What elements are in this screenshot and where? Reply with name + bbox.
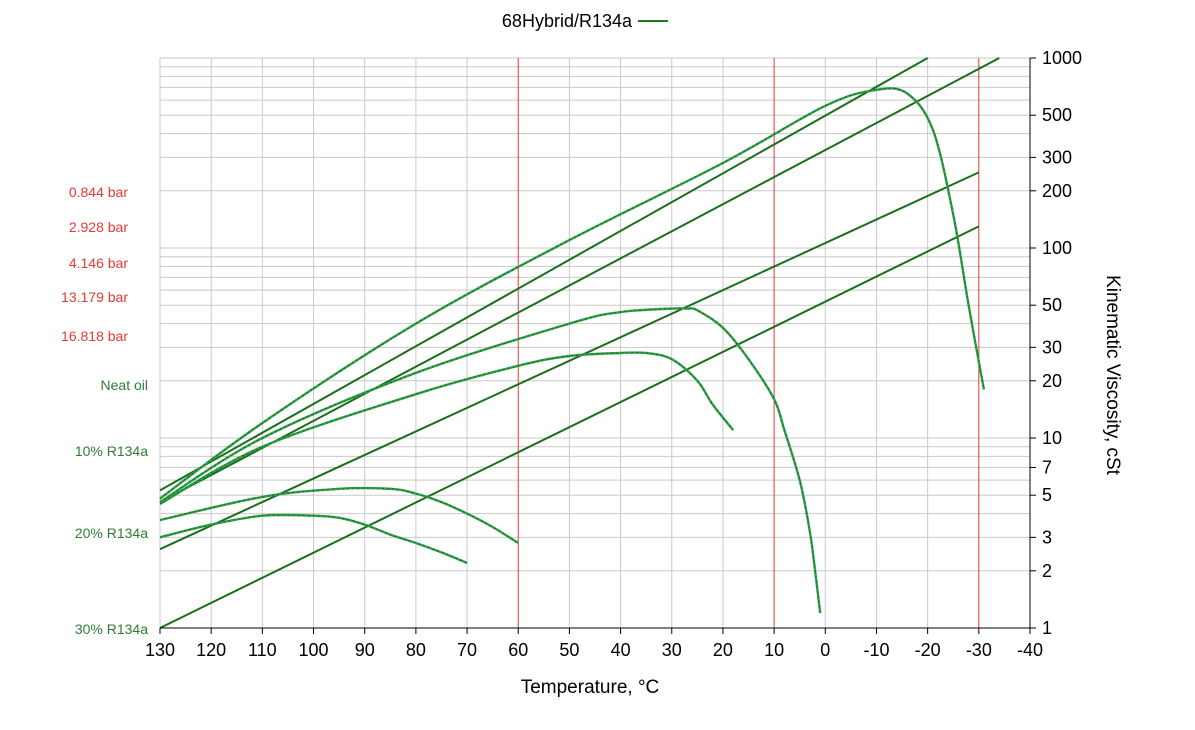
y-tick-label-11: 300 bbox=[1042, 147, 1072, 167]
x-tick-label-10: 30 bbox=[662, 640, 682, 660]
y-tick-label-4: 7 bbox=[1042, 457, 1052, 477]
x-tick-label-4: 90 bbox=[355, 640, 375, 660]
x-tick-label-1: 120 bbox=[196, 640, 226, 660]
x-tick-label-12: 10 bbox=[764, 640, 784, 660]
y-tick-label-7: 30 bbox=[1042, 337, 1062, 357]
red-gridlines bbox=[517, 58, 980, 628]
x-tick-label-14: -10 bbox=[863, 640, 889, 660]
series-curve-dots-8 bbox=[159, 514, 468, 564]
y-tick-label-8: 50 bbox=[1042, 295, 1062, 315]
concentration-label-1: 10% R134a bbox=[75, 443, 148, 459]
series-curve-6 bbox=[159, 351, 735, 505]
x-tick-label-0: 130 bbox=[145, 640, 175, 660]
y-tick-label-9: 100 bbox=[1042, 238, 1072, 258]
x-tick-label-9: 40 bbox=[611, 640, 631, 660]
pressure-label-4: 16.818 bar bbox=[61, 328, 128, 344]
series-curve-dots-6 bbox=[159, 351, 734, 505]
series-curve-5 bbox=[159, 307, 822, 614]
x-tick-label-2: 110 bbox=[248, 640, 277, 660]
series-line-2 bbox=[159, 171, 980, 551]
x-tick-label-17: -40 bbox=[1017, 640, 1043, 660]
y-tick-label-2: 3 bbox=[1042, 527, 1052, 547]
x-tick-label-5: 80 bbox=[406, 640, 426, 660]
pressure-label-2: 4.146 bar bbox=[69, 255, 128, 271]
series-curve-7 bbox=[159, 486, 519, 545]
y-tick-label-6: 20 bbox=[1042, 371, 1062, 391]
x-tick-label-8: 50 bbox=[559, 640, 579, 660]
y-tick-label-5: 10 bbox=[1042, 428, 1062, 448]
y-tick-label-12: 500 bbox=[1042, 105, 1072, 125]
concentration-label-2: 20% R134a bbox=[75, 525, 148, 541]
axes bbox=[159, 57, 1036, 634]
x-axis-title: Temperature, °C bbox=[521, 677, 660, 698]
pressure-labels: 0.844 bar 2.928 bar 4.146 bar 13.179 bar… bbox=[61, 184, 128, 344]
y-tick-label-0: 1 bbox=[1042, 618, 1052, 638]
series-line-3 bbox=[159, 225, 980, 629]
x-tick-label-7: 60 bbox=[508, 640, 528, 660]
concentration-labels: Neat oil 10% R134a 20% R134a 30% R134a bbox=[75, 377, 148, 637]
series-line-0 bbox=[159, 57, 929, 492]
series-curve-dots-4 bbox=[159, 87, 985, 500]
y-tick-labels: 1 2 3 5 7 10 20 30 50 100 200 300 500 1000 bbox=[1042, 48, 1082, 638]
x-tick-label-16: -30 bbox=[966, 640, 992, 660]
series-line-1 bbox=[159, 57, 1000, 503]
series-curve-dots-7 bbox=[159, 487, 519, 544]
y-tick-label-13: 1000 bbox=[1042, 48, 1082, 68]
y-axis-title: Kinematic Viscosity, cSt bbox=[1102, 275, 1123, 476]
legend-label: 68Hybrid/R134a bbox=[502, 11, 633, 31]
y-tick-label-1: 2 bbox=[1042, 561, 1052, 581]
y-tick-label-3: 5 bbox=[1042, 485, 1052, 505]
minor-gridlines bbox=[159, 57, 1031, 629]
x-tick-label-15: -20 bbox=[915, 640, 941, 660]
x-tick-label-11: 20 bbox=[713, 640, 733, 660]
x-tick-label-6: 70 bbox=[457, 640, 477, 660]
series-group bbox=[159, 57, 1000, 629]
pressure-label-3: 13.179 bar bbox=[61, 289, 128, 305]
x-tick-label-13: 0 bbox=[820, 640, 830, 660]
pressure-label-0: 0.844 bar bbox=[69, 184, 128, 200]
pressure-label-1: 2.928 bar bbox=[69, 219, 128, 235]
series-curve-dots-5 bbox=[159, 307, 821, 614]
concentration-label-3: 30% R134a bbox=[75, 621, 148, 637]
legend: 68Hybrid/R134a bbox=[502, 11, 668, 31]
x-tick-label-3: 100 bbox=[299, 640, 329, 660]
x-tick-labels: 130 120 110 100 90 80 70 60 50 40 30 20 10 0 -10 -20 -30… bbox=[145, 640, 1043, 660]
y-tick-label-10: 200 bbox=[1042, 181, 1072, 201]
concentration-label-0: Neat oil bbox=[101, 377, 148, 393]
